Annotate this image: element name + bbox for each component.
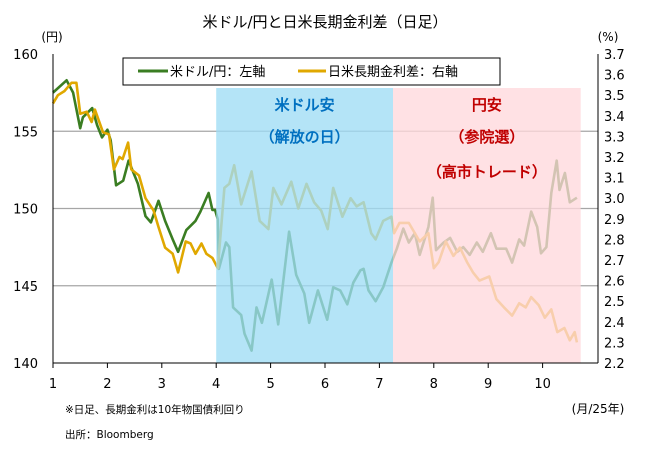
right-tick-label: 3.1 xyxy=(604,172,625,187)
x-tick-label: 3 xyxy=(158,377,166,392)
right-axis-unit: (%) xyxy=(598,30,619,44)
right-tick-label: 3.4 xyxy=(604,110,625,125)
source-note: 出所：Bloomberg xyxy=(65,428,154,441)
x-tick-label: 1 xyxy=(49,377,57,392)
footnote: ※日足、長期金利は10年物国債利回り xyxy=(65,403,245,416)
left-axis-unit: (円) xyxy=(41,30,62,44)
x-tick-label: 5 xyxy=(266,377,274,392)
x-tick-label: 6 xyxy=(321,377,329,392)
right-tick-label: 2.9 xyxy=(604,213,625,228)
chart-title: 米ドル/円と日米長期金利差（日足） xyxy=(202,13,447,31)
annotation-label: 米ドル安 xyxy=(275,96,335,114)
shade-usd-weak xyxy=(216,88,393,363)
annotation-sublabel-2: （高市トレード） xyxy=(427,163,547,181)
legend: 米ドル/円：左軸 日米長期金利差：右軸 xyxy=(122,57,501,86)
right-tick-label: 3.2 xyxy=(604,151,625,166)
right-tick-label: 3.7 xyxy=(604,48,625,63)
left-tick-label: 145 xyxy=(13,280,38,295)
x-tick-label: 7 xyxy=(375,377,383,392)
left-tick-label: 160 xyxy=(13,48,38,63)
right-tick-label: 2.8 xyxy=(604,233,625,248)
left-tick-label: 155 xyxy=(13,125,38,140)
right-tick-label: 3.0 xyxy=(604,192,625,207)
right-tick-label: 2.7 xyxy=(604,254,625,269)
left-tick-label: 150 xyxy=(13,203,38,218)
legend-label-usdjpy: 米ドル/円：左軸 xyxy=(170,65,265,80)
annotation-sublabel: （解放の日） xyxy=(260,128,350,146)
x-tick-label: 10 xyxy=(534,377,551,392)
x-tick-label: 4 xyxy=(212,377,220,392)
left-tick-label: 140 xyxy=(13,357,38,372)
x-axis-unit: (月/25年) xyxy=(572,402,625,416)
right-tick-label: 2.3 xyxy=(604,336,625,351)
right-tick-label: 2.4 xyxy=(604,316,625,331)
right-tick-label: 3.5 xyxy=(604,89,625,104)
shade-yen-weak xyxy=(393,88,581,363)
x-tick-label: 2 xyxy=(103,377,111,392)
annotation-sublabel: （参院選） xyxy=(449,128,524,146)
right-tick-label: 3.3 xyxy=(604,130,625,145)
right-tick-label: 2.6 xyxy=(604,275,625,290)
annotation-label: 円安 xyxy=(472,96,502,114)
legend-label-spread: 日米長期金利差：右軸 xyxy=(328,64,458,80)
right-tick-label: 2.2 xyxy=(604,357,625,372)
x-tick-label: 8 xyxy=(430,377,438,392)
right-tick-label: 3.6 xyxy=(604,69,625,84)
right-tick-label: 2.5 xyxy=(604,295,625,310)
x-tick-label: 9 xyxy=(484,377,492,392)
